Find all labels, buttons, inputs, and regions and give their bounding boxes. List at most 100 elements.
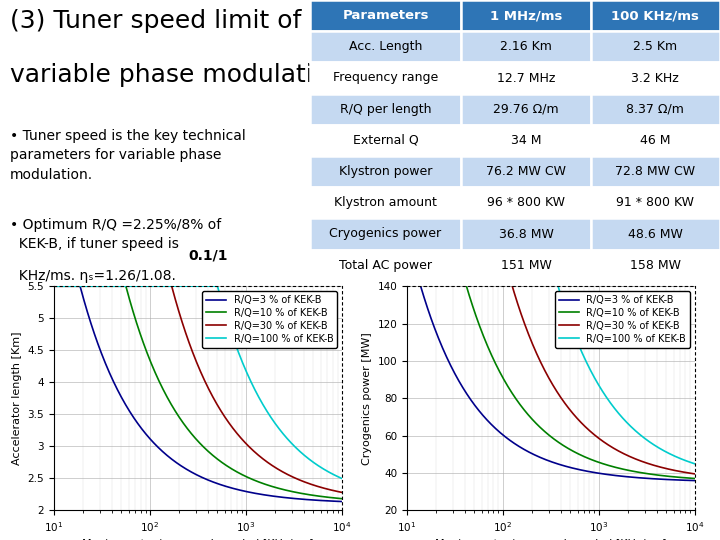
FancyBboxPatch shape <box>462 187 590 218</box>
FancyBboxPatch shape <box>310 63 462 93</box>
FancyBboxPatch shape <box>310 156 462 187</box>
Text: Klystron power: Klystron power <box>339 165 432 178</box>
R/Q=30 % of KEK-B <box>558 397 567 403</box>
Text: 1 MHz/ms: 1 MHz/ms <box>490 9 562 22</box>
Text: 29.76 Ω/m: 29.76 Ω/m <box>493 103 559 116</box>
R/Q=100 % of KEK-B <box>330 472 339 478</box>
FancyBboxPatch shape <box>310 31 462 63</box>
R/Q=10 % of KEK-B <box>338 495 346 502</box>
Line: R/Q=100 % of KEK-B: R/Q=100 % of KEK-B <box>407 174 695 464</box>
FancyBboxPatch shape <box>310 218 462 249</box>
FancyBboxPatch shape <box>310 187 462 218</box>
Line: R/Q=100 % of KEK-B: R/Q=100 % of KEK-B <box>54 286 342 478</box>
R/Q=3 % of KEK-B <box>338 498 346 505</box>
R/Q=10 % of KEK-B <box>50 283 58 289</box>
FancyBboxPatch shape <box>462 63 590 93</box>
R/Q=30 % of KEK-B <box>683 470 692 476</box>
Text: • Optimum R/Q =2.25%/8% of
  KEK-B, if tuner speed is: • Optimum R/Q =2.25%/8% of KEK-B, if tun… <box>9 218 221 251</box>
Text: Cryogenics power: Cryogenics power <box>330 227 441 240</box>
FancyBboxPatch shape <box>590 187 720 218</box>
R/Q=30 % of KEK-B <box>402 171 411 177</box>
R/Q=100 % of KEK-B <box>50 283 58 289</box>
Text: External Q: External Q <box>353 134 418 147</box>
R/Q=30 % of KEK-B <box>690 471 699 477</box>
Text: Acc. Length: Acc. Length <box>348 40 422 53</box>
FancyBboxPatch shape <box>462 218 590 249</box>
R/Q=10 % of KEK-B <box>330 495 339 501</box>
Text: 8.37 Ω/m: 8.37 Ω/m <box>626 103 684 116</box>
R/Q=100 % of KEK-B <box>574 341 582 347</box>
R/Q=30 % of KEK-B <box>221 415 230 421</box>
FancyBboxPatch shape <box>590 63 720 93</box>
FancyBboxPatch shape <box>462 249 590 281</box>
R/Q=10 % of KEK-B <box>574 450 582 457</box>
Text: 2.16 Km: 2.16 Km <box>500 40 552 53</box>
FancyBboxPatch shape <box>310 0 462 31</box>
R/Q=3 % of KEK-B <box>639 475 647 481</box>
R/Q=10 % of KEK-B <box>690 475 699 482</box>
Text: Klystron amount: Klystron amount <box>334 197 437 210</box>
FancyBboxPatch shape <box>462 156 590 187</box>
X-axis label: Maximum tuning speed needed [KHz/ms]: Maximum tuning speed needed [KHz/ms] <box>82 539 314 540</box>
Text: • Tuner speed is the key technical
parameters for variable phase
modulation.: • Tuner speed is the key technical param… <box>9 129 246 182</box>
FancyBboxPatch shape <box>310 93 462 125</box>
R/Q=30 % of KEK-B <box>205 388 214 394</box>
Text: 0.1/1: 0.1/1 <box>189 249 228 263</box>
Text: (3) Tuner speed limit of: (3) Tuner speed limit of <box>9 9 301 32</box>
FancyBboxPatch shape <box>590 218 720 249</box>
R/Q=30 % of KEK-B <box>50 283 58 289</box>
R/Q=30 % of KEK-B <box>330 488 339 494</box>
R/Q=10 % of KEK-B <box>402 171 411 177</box>
R/Q=10 % of KEK-B <box>205 450 214 456</box>
Text: KHz/ms. ηₛ=1.26/1.08.: KHz/ms. ηₛ=1.26/1.08. <box>9 269 176 283</box>
R/Q=30 % of KEK-B <box>639 458 647 465</box>
R/Q=10 % of KEK-B <box>639 470 647 476</box>
FancyBboxPatch shape <box>310 125 462 156</box>
R/Q=3 % of KEK-B <box>50 283 58 289</box>
R/Q=10 % of KEK-B <box>558 442 567 448</box>
Text: 48.6 MW: 48.6 MW <box>628 227 683 240</box>
Text: Parameters: Parameters <box>342 9 429 22</box>
R/Q=10 % of KEK-B <box>188 432 197 438</box>
Text: R/Q per length: R/Q per length <box>340 103 431 116</box>
R/Q=30 % of KEK-B <box>338 489 346 496</box>
R/Q=10 % of KEK-B <box>539 427 548 434</box>
R/Q=30 % of KEK-B <box>574 416 582 423</box>
R/Q=100 % of KEK-B <box>186 283 195 289</box>
Text: Frequency range: Frequency range <box>333 71 438 84</box>
R/Q=30 % of KEK-B <box>188 349 197 355</box>
R/Q=10 % of KEK-B <box>221 462 230 468</box>
R/Q=10 % of KEK-B <box>186 430 195 436</box>
Text: 12.7 MHz: 12.7 MHz <box>497 71 555 84</box>
Text: 46 M: 46 M <box>640 134 670 147</box>
R/Q=3 % of KEK-B <box>683 477 692 484</box>
R/Q=100 % of KEK-B <box>541 235 549 241</box>
Text: 100 KHz/ms: 100 KHz/ms <box>611 9 699 22</box>
R/Q=100 % of KEK-B <box>286 438 294 445</box>
R/Q=100 % of KEK-B <box>690 461 699 467</box>
R/Q=3 % of KEK-B <box>690 477 699 484</box>
R/Q=3 % of KEK-B <box>541 456 549 463</box>
Text: 2.5 Km: 2.5 Km <box>634 40 678 53</box>
FancyBboxPatch shape <box>462 31 590 63</box>
FancyBboxPatch shape <box>590 249 720 281</box>
Legend: R/Q=3 % of KEK-B, R/Q=10 % of KEK-B, R/Q=30 % of KEK-B, R/Q=100 % of KEK-B: R/Q=3 % of KEK-B, R/Q=10 % of KEK-B, R/Q… <box>202 291 337 348</box>
Line: R/Q=3 % of KEK-B: R/Q=3 % of KEK-B <box>407 233 695 481</box>
R/Q=10 % of KEK-B <box>541 429 549 435</box>
R/Q=30 % of KEK-B <box>286 472 294 479</box>
FancyBboxPatch shape <box>462 0 590 31</box>
Line: R/Q=3 % of KEK-B: R/Q=3 % of KEK-B <box>54 286 342 502</box>
Text: 3.2 KHz: 3.2 KHz <box>631 71 679 84</box>
R/Q=30 % of KEK-B <box>539 365 548 372</box>
FancyBboxPatch shape <box>590 0 720 31</box>
Text: 96 * 800 KW: 96 * 800 KW <box>487 197 565 210</box>
Y-axis label: Accelerator length [Km]: Accelerator length [Km] <box>12 332 22 465</box>
FancyBboxPatch shape <box>590 156 720 187</box>
R/Q=10 % of KEK-B <box>286 488 294 494</box>
R/Q=3 % of KEK-B <box>286 495 294 501</box>
R/Q=100 % of KEK-B <box>558 298 567 305</box>
FancyBboxPatch shape <box>590 31 720 63</box>
R/Q=3 % of KEK-B <box>186 469 195 475</box>
R/Q=100 % of KEK-B <box>205 283 214 289</box>
R/Q=3 % of KEK-B <box>205 477 214 484</box>
